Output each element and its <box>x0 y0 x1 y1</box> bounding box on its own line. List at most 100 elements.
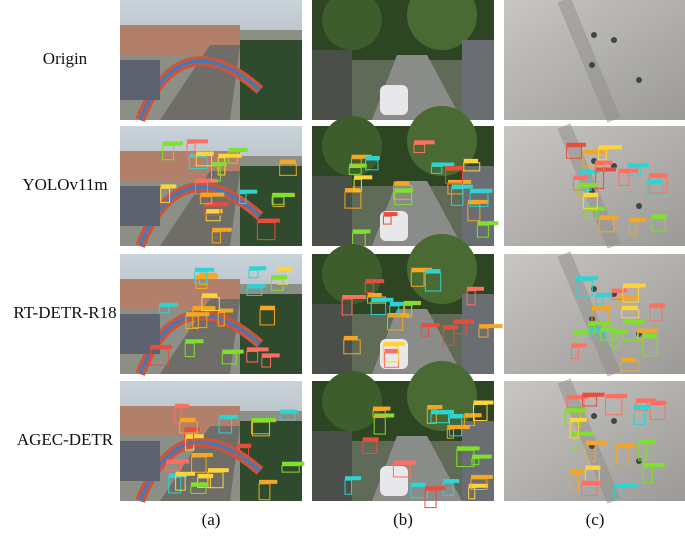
detection-box <box>468 487 476 500</box>
detection-tag <box>195 178 218 183</box>
image-panel <box>312 106 499 248</box>
detection-tag <box>650 400 667 405</box>
detection-box <box>410 271 425 287</box>
detection-tag <box>471 454 492 459</box>
detection-tag <box>425 269 441 274</box>
detection-tag <box>185 339 204 344</box>
detection-tag <box>352 229 371 234</box>
detection-box <box>424 272 442 292</box>
row-label: YOLOv11m <box>22 175 107 194</box>
detection-tag <box>389 301 413 306</box>
detection-tag <box>191 452 213 457</box>
detection-box <box>248 269 259 279</box>
detection-tag <box>600 327 616 332</box>
detection-tag <box>282 461 305 466</box>
image-panel <box>504 381 685 501</box>
detection-box <box>186 142 196 159</box>
detection-tag <box>576 276 599 281</box>
detection-tag <box>279 159 297 164</box>
detection-tag <box>257 218 280 223</box>
detection-box <box>430 413 449 424</box>
image-panel <box>504 254 685 374</box>
column-label: (b) <box>393 510 413 529</box>
detection-tag <box>393 181 410 186</box>
detection-tag <box>249 266 267 271</box>
detection-tag <box>622 283 646 288</box>
detection-tag <box>478 324 503 329</box>
detection-box <box>174 407 182 424</box>
detection-tag <box>373 406 391 411</box>
detection-tag <box>192 306 216 311</box>
detection-tag <box>470 474 493 479</box>
detection-box <box>620 361 640 372</box>
detection-box <box>611 332 620 349</box>
image-panel <box>120 126 302 246</box>
detection-tag <box>443 479 460 484</box>
detection-box <box>466 290 476 306</box>
detection-tag <box>383 212 398 217</box>
scene <box>312 0 494 120</box>
detection-tag <box>566 142 587 147</box>
detection-tag <box>447 425 470 430</box>
detection-tag <box>218 153 242 158</box>
detection-tag <box>580 169 600 174</box>
detection-tag <box>614 483 638 488</box>
detection-tag <box>197 473 214 478</box>
detection-box <box>649 306 663 322</box>
detection-box <box>420 326 430 337</box>
detection-tag <box>174 403 190 408</box>
image-panel <box>120 254 302 374</box>
detection-box <box>341 298 353 316</box>
detection-tag <box>247 284 266 289</box>
detection-box <box>184 342 195 358</box>
detection-tag <box>564 408 586 413</box>
detection-box <box>261 356 272 368</box>
detection-tag <box>453 319 474 324</box>
detection-tag <box>411 267 433 272</box>
detection-tag <box>162 141 184 146</box>
detection-tag <box>456 446 480 451</box>
detection-box <box>362 440 378 454</box>
detection-box <box>566 398 585 409</box>
detection-box <box>579 173 592 191</box>
detection-tag <box>175 471 196 476</box>
detection-tag <box>447 179 472 184</box>
detection-tag <box>611 288 628 293</box>
detection-tag <box>367 292 382 297</box>
detection-box <box>256 222 276 241</box>
detection-box <box>270 278 284 291</box>
detection-tag <box>159 302 178 307</box>
detection-tag <box>571 431 594 436</box>
detection-box <box>258 483 271 501</box>
detection-tag <box>627 163 649 168</box>
detection-tag <box>374 413 395 418</box>
detection-tag <box>184 427 200 432</box>
detection-box <box>469 192 489 207</box>
detection-tag <box>200 192 225 197</box>
detection-box <box>585 444 596 462</box>
detection-box <box>413 143 426 154</box>
detection-tag <box>187 139 209 144</box>
detection-tag <box>393 460 416 465</box>
detection-tag <box>569 469 586 474</box>
detection-tag <box>259 479 278 484</box>
detection-tag <box>222 349 244 354</box>
image-panel <box>312 234 503 374</box>
detection-tag <box>150 344 172 349</box>
detection-tag <box>351 154 372 159</box>
detection-tag <box>570 417 587 422</box>
detection-tag <box>651 214 667 219</box>
detection-tag <box>344 188 361 193</box>
detection-box <box>185 315 199 330</box>
scene <box>312 106 494 246</box>
detection-tag <box>583 192 599 197</box>
detection-tag <box>571 343 587 348</box>
detection-box <box>570 346 579 359</box>
scene <box>120 0 302 120</box>
detection-tag <box>449 413 464 418</box>
detection-tag <box>473 400 494 405</box>
detection-tag <box>649 303 666 308</box>
detection-box <box>190 485 207 494</box>
detection-box <box>633 408 646 425</box>
